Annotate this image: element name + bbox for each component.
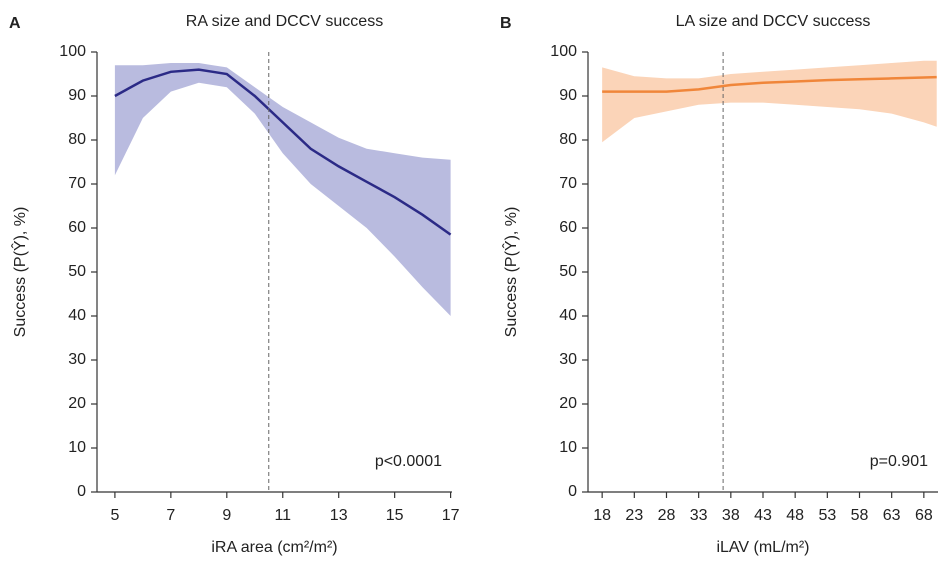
y-tick-label: 10 <box>559 439 577 456</box>
confidence-band <box>114 63 451 316</box>
x-tick-label: 7 <box>166 507 175 524</box>
y-tick-label: 40 <box>68 307 86 324</box>
x-tick-label: 38 <box>722 507 740 524</box>
y-tick-label: 40 <box>559 307 577 324</box>
x-tick-label: 15 <box>386 507 404 524</box>
x-axis-label: iLAV (mL/m²) <box>716 539 809 556</box>
y-tick-label: 30 <box>68 351 86 368</box>
y-axis-label: Success (P(Ŷ), %) <box>10 207 29 338</box>
x-tick-label: 9 <box>222 507 231 524</box>
y-tick-label: 70 <box>68 175 86 192</box>
x-tick-label: 23 <box>625 507 643 524</box>
x-tick-label: 5 <box>110 507 119 524</box>
y-tick-label: 90 <box>559 87 577 104</box>
x-axis-label: iRA area (cm²/m²) <box>211 539 337 556</box>
x-tick-label: 68 <box>915 507 933 524</box>
confidence-band <box>602 60 937 143</box>
x-tick-label: 48 <box>786 507 804 524</box>
annotation: p=0.901 <box>870 453 928 470</box>
y-tick-label: 100 <box>550 43 577 60</box>
chart-title: RA size and DCCV success <box>186 13 383 30</box>
y-tick-label: 50 <box>68 263 86 280</box>
y-tick-label: 0 <box>77 483 86 500</box>
y-tick-label: 60 <box>68 219 86 236</box>
chart-title: LA size and DCCV success <box>676 13 871 30</box>
x-tick-label: 17 <box>442 507 460 524</box>
y-tick-label: 60 <box>559 219 577 236</box>
annotation: p<0.0001 <box>375 453 442 470</box>
y-tick-label: 90 <box>68 87 86 104</box>
panel-label: A <box>9 15 21 32</box>
y-tick-label: 30 <box>559 351 577 368</box>
y-tick-label: 80 <box>68 131 86 148</box>
x-tick-label: 13 <box>330 507 348 524</box>
y-axis-label: Success (P(Ŷ), %) <box>501 207 520 338</box>
panel-label: B <box>500 15 512 32</box>
y-tick-label: 20 <box>559 395 577 412</box>
y-tick-label: 20 <box>68 395 86 412</box>
y-tick-label: 80 <box>559 131 577 148</box>
y-tick-label: 100 <box>59 43 86 60</box>
y-tick-label: 10 <box>68 439 86 456</box>
y-tick-label: 70 <box>559 175 577 192</box>
x-tick-label: 18 <box>593 507 611 524</box>
y-tick-label: 0 <box>568 483 577 500</box>
x-tick-label: 63 <box>883 507 901 524</box>
x-tick-label: 53 <box>818 507 836 524</box>
x-tick-label: 43 <box>754 507 772 524</box>
x-tick-label: 58 <box>851 507 869 524</box>
x-tick-label: 28 <box>658 507 676 524</box>
x-tick-label: 11 <box>274 507 291 524</box>
x-tick-label: 33 <box>690 507 708 524</box>
y-tick-label: 50 <box>559 263 577 280</box>
line <box>602 75 937 93</box>
